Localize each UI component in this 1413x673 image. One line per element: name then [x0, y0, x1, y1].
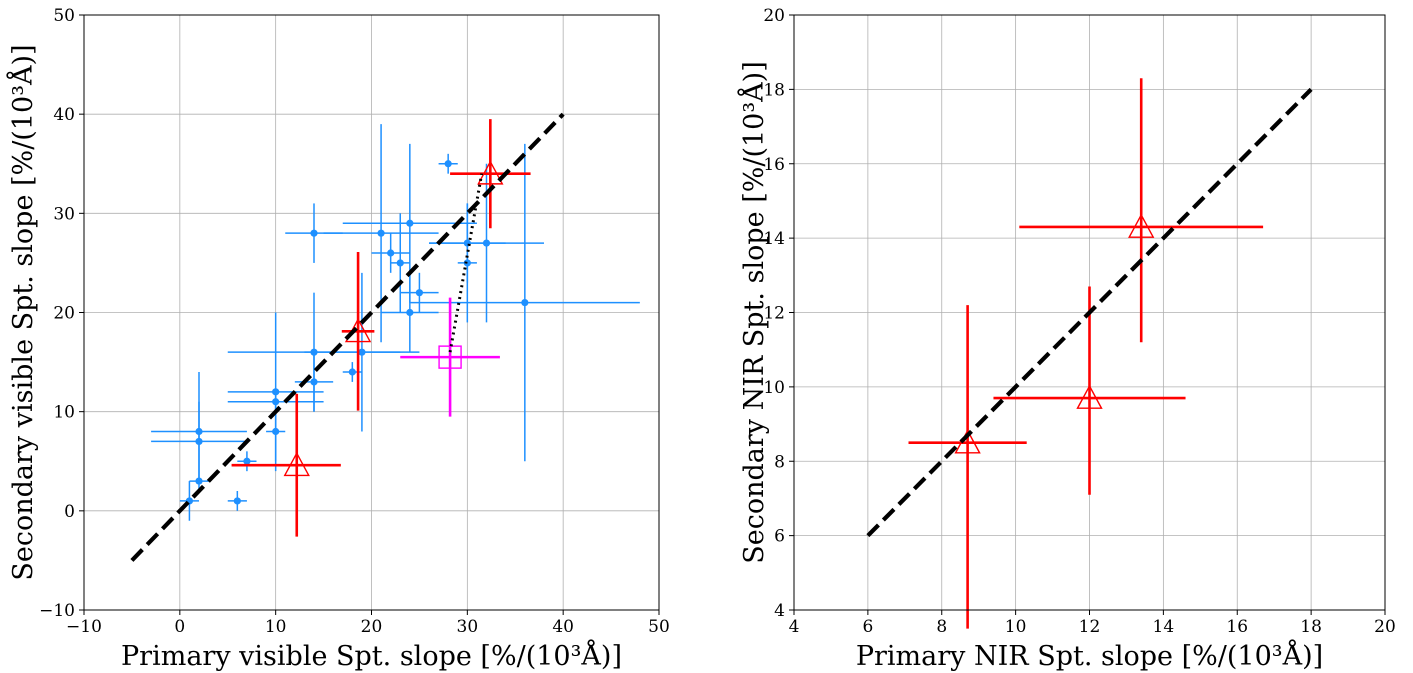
x-tick-label: 8: [936, 617, 947, 637]
point-marker: [348, 368, 356, 376]
x-tick-label: 6: [862, 617, 873, 637]
point-marker: [272, 427, 280, 436]
y-tick-label: 30: [53, 204, 75, 224]
y-tick-label: 14: [763, 229, 785, 249]
y-axis-label: Secondary visible Spt. slope [%/(10³Å)]: [6, 44, 39, 580]
x-axis-label: Primary NIR Spt. slope [%/(10³Å)]: [856, 639, 1323, 672]
x-tick-label: 30: [457, 617, 479, 637]
data-layer: [908, 78, 1264, 629]
data-point: [390, 213, 410, 313]
point-marker: [521, 298, 529, 307]
data-point: [908, 305, 1027, 629]
x-tick-label: 10: [265, 617, 287, 637]
data-point: [409, 143, 640, 462]
data-point: [400, 297, 500, 417]
point-marker: [396, 259, 404, 267]
triangle-marker: [477, 160, 504, 185]
one-to-one-line: [130, 112, 565, 562]
triangle-marker: [283, 451, 310, 477]
y-tick-label: 10: [53, 403, 75, 423]
data-point: [381, 272, 439, 353]
data-point: [438, 153, 458, 174]
point-marker: [415, 289, 424, 297]
chart-nir-slopes: 4 6 8 10 12 14 16 18 20 4 6 8 10 12 14 16 18 20 Primary NI…: [737, 6, 1396, 672]
point-marker: [310, 378, 318, 386]
point-marker: [387, 249, 395, 257]
y-tick-label: 40: [53, 105, 75, 125]
data-point: [323, 124, 439, 343]
data-point: [237, 451, 257, 472]
x-tick-label: 0: [174, 617, 185, 637]
x-tick-label: 40: [552, 617, 574, 637]
y-tick-label: 0: [64, 502, 75, 522]
point-marker: [243, 457, 251, 465]
x-tick-label: 10: [1005, 617, 1027, 637]
one-to-one-line: [866, 87, 1313, 538]
triangle-marker: [1076, 384, 1103, 409]
x-tick-label: −10: [66, 617, 102, 637]
data-layer: [151, 119, 640, 537]
data-point: [294, 352, 334, 412]
point-marker: [195, 477, 203, 485]
data-point: [341, 252, 375, 411]
x-tick-label: 12: [1079, 617, 1101, 637]
data-point: [450, 119, 531, 229]
point-marker: [233, 497, 241, 505]
data-point: [179, 481, 199, 521]
data-point: [227, 491, 247, 511]
point-marker: [444, 160, 452, 168]
y-axis-label: Secondary NIR Spt. slope [%/(10³Å)]: [737, 61, 770, 564]
data-point: [429, 163, 544, 323]
y-tick-label: 50: [53, 6, 75, 26]
point-marker: [377, 229, 385, 237]
point-marker: [310, 229, 318, 237]
point-marker: [358, 348, 366, 356]
point-marker: [406, 219, 414, 227]
y-tick-label: 18: [763, 80, 785, 100]
data-point: [151, 401, 247, 482]
y-tick-label: 10: [763, 378, 785, 398]
point-marker: [482, 239, 491, 247]
x-tick-label: 18: [1300, 617, 1322, 637]
square-marker: [438, 345, 462, 369]
data-point: [1019, 78, 1264, 343]
y-tick-label: 4: [774, 601, 785, 621]
y-tick-label: 20: [763, 6, 785, 26]
data-point: [189, 477, 209, 485]
y-tick-label: 16: [763, 155, 785, 175]
dotted-trend-line: [448, 173, 484, 353]
x-tick-label: 50: [648, 617, 670, 637]
x-tick-label: 20: [361, 617, 383, 637]
triangle-marker: [1128, 213, 1155, 238]
x-axis-label: Primary visible Spt. slope [%/(10³Å)]: [121, 639, 622, 672]
data-point: [400, 272, 439, 313]
x-tick-label: 20: [1374, 617, 1396, 637]
data-point: [304, 272, 420, 432]
x-tick-label: 16: [1226, 617, 1248, 637]
point-marker: [195, 437, 203, 446]
y-tick-label: 12: [763, 304, 785, 324]
x-tick-label: 4: [789, 617, 800, 637]
data-point: [371, 233, 410, 273]
y-tick-label: 8: [774, 452, 785, 472]
y-tick-label: 20: [53, 304, 75, 324]
x-tick-label: 14: [1153, 617, 1175, 637]
data-point: [231, 393, 341, 537]
y-tick-label: −10: [39, 601, 75, 621]
data-point: [993, 286, 1186, 495]
y-tick-label: 6: [774, 527, 785, 547]
chart-visible-slopes: −10 0 10 20 30 40 50 −10 0 10 20 30 40 50 Primary visi…: [6, 6, 670, 672]
point-marker: [406, 308, 414, 317]
